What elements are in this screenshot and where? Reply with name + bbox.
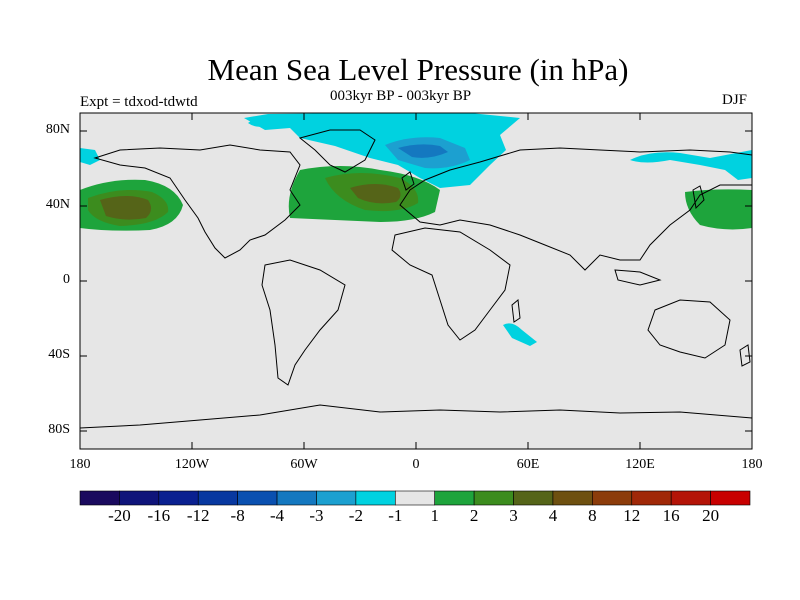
colorbar-label: -8 (230, 506, 245, 525)
anomaly-cyan-pacific-edge (80, 148, 100, 165)
lon-label-180e: 180 (741, 457, 763, 472)
colorbar-swatch (434, 490, 475, 506)
anomaly-olive-pacific (100, 196, 152, 220)
colorbar-label: 12 (623, 506, 641, 525)
experiment-label: Expt = tdxod-tdwtd (80, 94, 198, 110)
lon-label-60w: 60W (290, 457, 318, 472)
anomaly-olive-atlantic (350, 184, 401, 204)
lat-label-80n: 80N (45, 122, 70, 137)
colorbar-label: 1 (430, 506, 439, 525)
colorbar-label: -12 (186, 506, 210, 525)
coast-japan (692, 185, 705, 210)
lon-ticks (191, 113, 641, 449)
lat-label-40n: 40N (45, 197, 70, 212)
colorbar-swatch (670, 490, 711, 506)
colorbar-label: 4 (548, 506, 558, 525)
lat-ticks (80, 130, 752, 432)
colorbar-swatch (276, 490, 317, 506)
colorbar-label: 8 (588, 506, 597, 525)
lon-label-60e: 60E (516, 457, 540, 472)
coastlines (80, 129, 752, 429)
map-subtitle: 003kyr BP - 003kyr BP (330, 88, 472, 104)
anomaly-green-eastpacific (685, 189, 752, 230)
colorbar-swatch (237, 490, 278, 506)
colorbar-swatch (197, 490, 238, 506)
colorbar (79, 490, 751, 506)
colorbar-label: 2 (469, 506, 479, 525)
colorbar-swatch (552, 490, 593, 506)
lon-label-120e: 120E (625, 457, 655, 472)
colorbar-swatch (473, 490, 514, 506)
colorbar-label: 3 (509, 506, 518, 525)
colorbar-label: -4 (269, 506, 285, 525)
colorbar-label: -3 (309, 506, 324, 525)
lon-label-120w: 120W (174, 457, 210, 472)
coast-madagascar (511, 299, 521, 323)
colorbar-swatch (592, 490, 633, 506)
coast-antarctica (80, 404, 752, 429)
season-label: DJF (722, 92, 748, 108)
colorbar-swatch (119, 490, 160, 506)
lat-label-0: 0 (63, 272, 70, 287)
coast-new-zealand (739, 344, 751, 367)
map-title: Mean Sea Level Pressure (in hPa) (207, 52, 629, 87)
lon-label-0: 0 (412, 457, 420, 472)
lat-label-40s: 40S (48, 347, 70, 362)
colorbar-swatch (394, 490, 436, 506)
colorbar-swatch (631, 490, 672, 506)
colorbar-swatch (710, 490, 751, 506)
coast-greenland (298, 129, 376, 173)
lat-label-80s: 80S (48, 422, 70, 437)
pressure-anomaly-fields (80, 113, 752, 346)
colorbar-swatch (513, 490, 554, 506)
colorbar-label: -20 (108, 506, 131, 525)
anomaly-cyan-small (248, 119, 268, 127)
colorbar-swatch (316, 490, 357, 506)
colorbar-swatch (158, 490, 199, 506)
anomaly-cyan-siberia (630, 150, 752, 180)
anomaly-blue-core-inner (398, 144, 448, 158)
colorbar-label: -16 (147, 506, 171, 525)
colorbar-label: -2 (348, 506, 363, 525)
colorbar-label: -1 (388, 506, 403, 525)
coast-africa (391, 227, 511, 341)
coast-south-america (261, 259, 346, 386)
coast-australia (647, 299, 731, 359)
coast-indonesia (614, 269, 662, 286)
lon-label-180w: 180 (69, 457, 91, 472)
anomaly-cyan-southern (503, 323, 537, 346)
coast-north-america (93, 144, 301, 259)
colorbar-swatch (355, 490, 396, 506)
colorbar-swatch (79, 490, 120, 506)
colorbar-label: 20 (702, 506, 720, 525)
colorbar-label: 16 (662, 506, 680, 525)
coast-uk (401, 171, 415, 191)
